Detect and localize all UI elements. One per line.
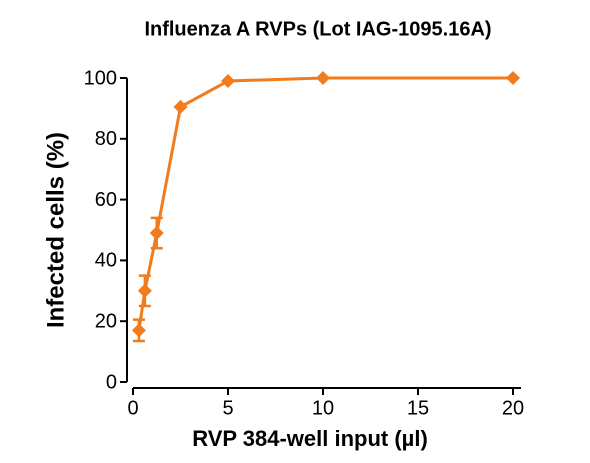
data-point	[316, 71, 330, 85]
data-point	[173, 99, 188, 114]
data-point	[149, 226, 164, 241]
x-axis-label: RVP 384-well input (µl)	[192, 426, 428, 451]
x-tick-label: 5	[222, 397, 233, 419]
x-tick-label: 0	[127, 397, 138, 419]
data-point	[131, 323, 146, 338]
data-point	[506, 71, 520, 85]
y-axis-label: Infected cells (%)	[42, 132, 69, 328]
data-point	[137, 283, 152, 298]
x-tick-label: 10	[312, 397, 334, 419]
y-tick-label: 40	[95, 250, 117, 272]
x-tick-label: 20	[502, 397, 524, 419]
data-point	[221, 74, 235, 89]
y-tick-label: 60	[95, 189, 117, 211]
y-tick-label: 80	[95, 128, 117, 150]
y-tick-label: 100	[84, 67, 117, 89]
data-line	[137, 76, 513, 331]
x-tick-label: 15	[407, 397, 429, 419]
y-tick-label: 0	[106, 371, 117, 393]
y-tick-label: 20	[95, 310, 117, 332]
chart-title: Influenza A RVPs (Lot IAG-1095.16A)	[144, 18, 491, 40]
